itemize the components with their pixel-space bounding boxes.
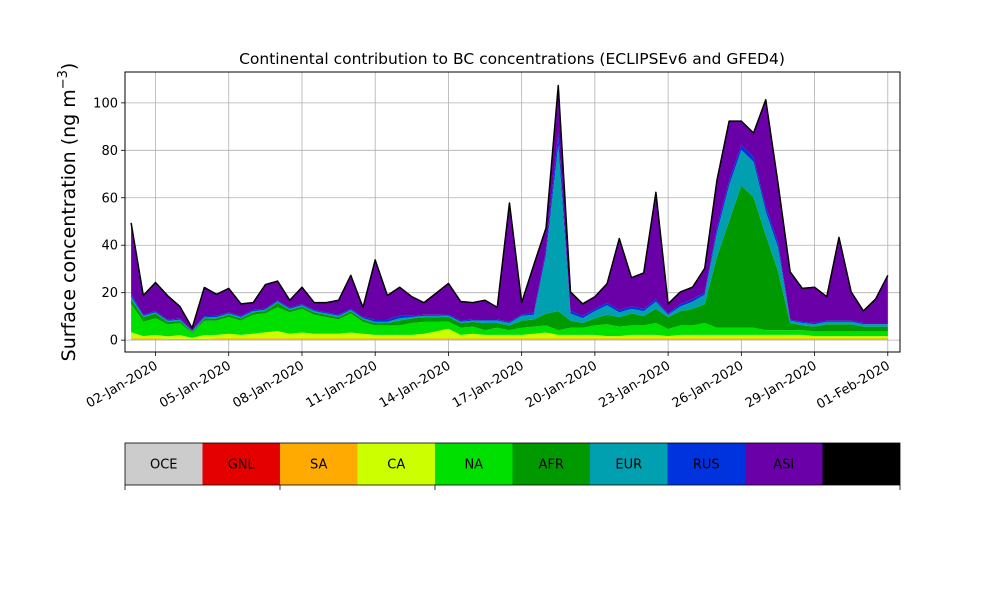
legend-label-ca: CA bbox=[387, 458, 405, 473]
legend-swatch-eur bbox=[590, 443, 668, 485]
x-tick-label: 29-Jan-2020 bbox=[743, 358, 820, 411]
legend-swatch-ca bbox=[357, 443, 435, 485]
legend-swatch-na bbox=[435, 443, 513, 485]
x-tick-label: 08-Jan-2020 bbox=[230, 358, 307, 411]
plot-frame bbox=[124, 71, 901, 353]
colour-legend: OCE GNL SA CA NA AFR EUR RUS ASI AUS bbox=[124, 442, 901, 490]
y-tick-label: 0 bbox=[110, 334, 118, 349]
legend-swatch-gnl bbox=[202, 443, 280, 485]
y-axis-label-superscript: −3 bbox=[56, 70, 71, 89]
legend-swatch-aus bbox=[822, 443, 900, 485]
stacked-areas bbox=[131, 85, 888, 341]
legend-label-aus: AUS bbox=[848, 458, 875, 473]
y-tick-label: 20 bbox=[101, 286, 118, 301]
x-tick-label: 17-Jan-2020 bbox=[450, 358, 527, 411]
area-sa bbox=[131, 338, 888, 340]
legend-swatch-afr bbox=[512, 443, 590, 485]
x-axis-ticks: 02-Jan-202005-Jan-202008-Jan-202011-Jan-… bbox=[84, 352, 893, 412]
area-afr bbox=[131, 185, 888, 334]
legend-label-rus: RUS bbox=[693, 458, 720, 473]
legend-swatch-oce bbox=[125, 443, 203, 485]
y-tick-label: 80 bbox=[101, 144, 118, 159]
legend-swatch-rus bbox=[667, 443, 745, 485]
x-tick-label: 14-Jan-2020 bbox=[377, 358, 454, 411]
x-tick-label: 02-Jan-2020 bbox=[84, 358, 161, 411]
y-tick-label: 40 bbox=[101, 239, 118, 254]
legend-label-gnl: GNL bbox=[228, 458, 256, 473]
legend-label-afr: AFR bbox=[539, 458, 564, 473]
y-axis-ticks: 0 20 40 60 80 100 bbox=[93, 96, 125, 349]
legend-label-sa: SA bbox=[310, 458, 327, 473]
total-line bbox=[130, 84, 889, 329]
x-tick-label: 23-Jan-2020 bbox=[597, 358, 674, 411]
x-tick-label: 11-Jan-2020 bbox=[304, 358, 381, 411]
total-outline bbox=[130, 84, 889, 329]
legend-swatch-asi bbox=[745, 443, 823, 485]
legend-label-asi: ASI bbox=[773, 458, 794, 473]
legend-label-na: NA bbox=[464, 458, 483, 473]
chart-title: Continental contribution to BC concentra… bbox=[239, 50, 785, 68]
x-tick-label: 26-Jan-2020 bbox=[670, 358, 747, 411]
y-axis-label-main: Surface concentration (ng m bbox=[58, 89, 80, 361]
area-ca bbox=[131, 328, 888, 339]
area-na bbox=[131, 303, 888, 338]
x-tick-label: 01-Feb-2020 bbox=[814, 358, 893, 412]
legend-label-oce: OCE bbox=[150, 458, 178, 473]
x-tick-label: 20-Jan-2020 bbox=[523, 358, 600, 411]
area-oce bbox=[131, 339, 888, 341]
legend-swatch-sa bbox=[280, 443, 358, 485]
legend-label-eur: EUR bbox=[615, 458, 642, 473]
y-tick-label: 100 bbox=[93, 96, 118, 111]
x-tick-label: 05-Jan-2020 bbox=[157, 358, 234, 411]
y-tick-label: 60 bbox=[101, 191, 118, 206]
legend-frame bbox=[124, 442, 901, 486]
y-axis-label: Surface concentration (ng m−3) bbox=[56, 63, 80, 362]
y-axis-label-close: ) bbox=[58, 63, 80, 70]
